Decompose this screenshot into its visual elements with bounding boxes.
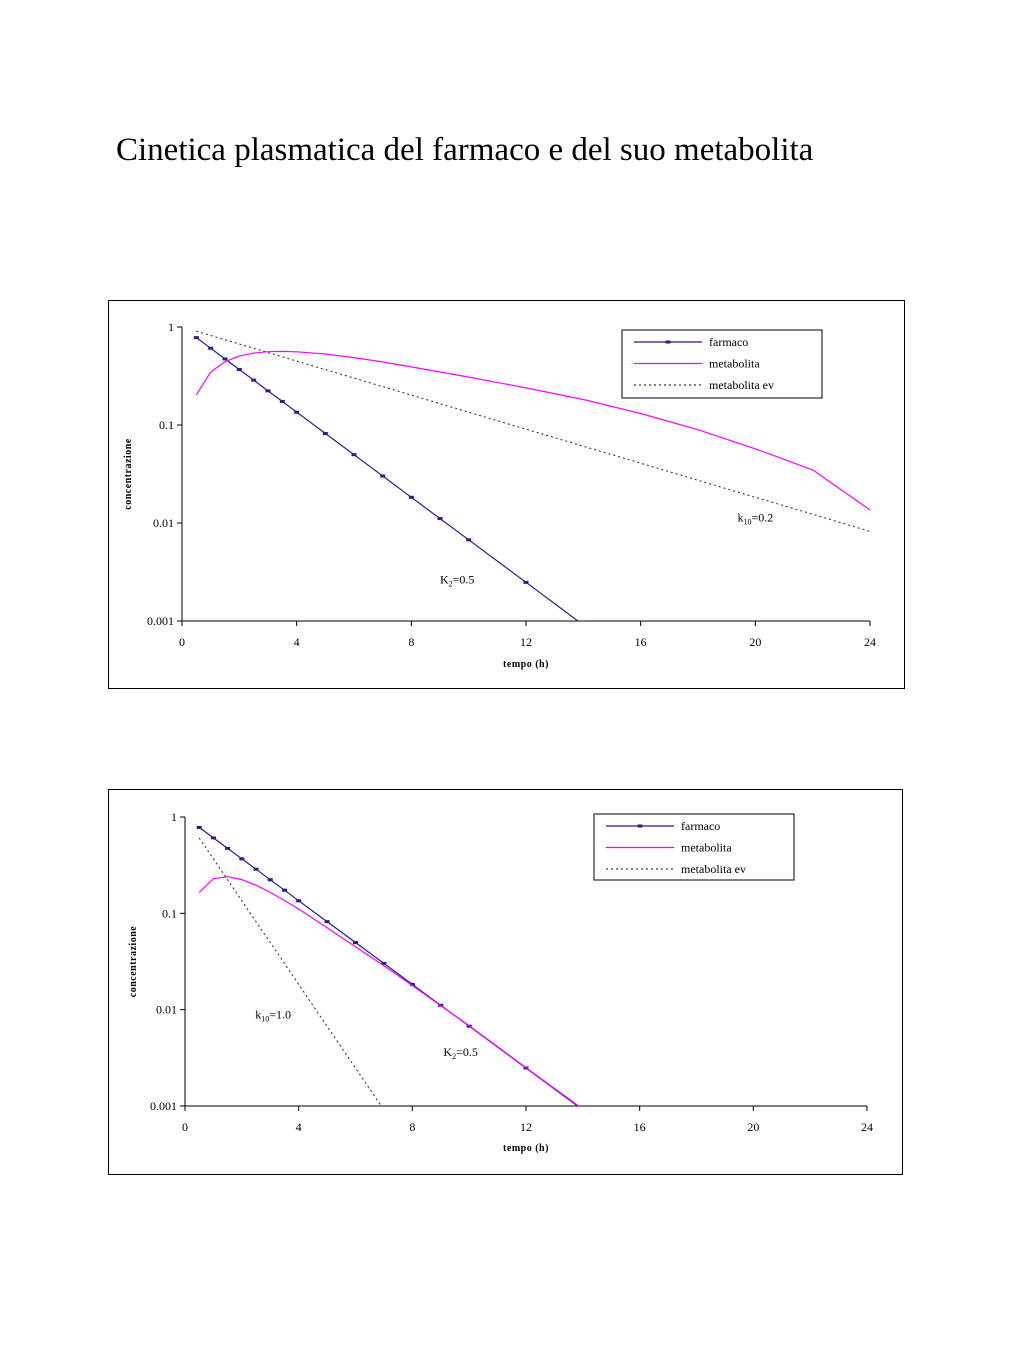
series-marker-farmaco [351,453,357,457]
x-tick-label: 16 [634,1120,646,1134]
series-marker-farmaco [193,336,199,340]
series-line-metabolita [198,876,580,1106]
series-marker-farmaco [353,941,358,945]
rate-annotation: k10=1.0 [255,1007,291,1023]
series-marker-farmaco [196,825,202,829]
series-marker-farmaco [408,495,414,499]
legend-label: metabolita ev [681,862,746,876]
y-tick-label: 0.01 [153,516,174,530]
annotation-subscript: 10 [261,1014,269,1023]
series-marker-farmaco [279,399,285,403]
y-tick-label: 0.001 [150,1099,177,1113]
x-tick-label: 4 [294,635,300,649]
chart-1-plot: 0 4 8 12 16 20 24 1 0.1 0.01 0.001 tempo (h) concent… [123,320,876,670]
annotation-symbol: K [440,573,449,587]
series-marker-farmaco [523,580,529,584]
legend-marker [665,340,671,344]
legend-label: metabolita [681,841,732,855]
rate-annotation: K2=0.5 [443,1045,477,1061]
legend-label: metabolita [709,357,760,371]
series-line-metabolita-ev [198,837,382,1106]
legend-label: farmaco [681,819,720,833]
y-tick-label: 0.01 [156,1003,177,1017]
x-tick-label: 20 [749,635,761,649]
series-marker-farmaco [437,517,443,521]
series-marker-farmaco [380,474,386,478]
series-marker-farmaco [253,867,259,871]
x-tick-label: 0 [182,1120,188,1134]
series-marker-farmaco [236,368,242,372]
annotation-value: =0.5 [456,1045,478,1059]
x-tick-label: 8 [409,1120,415,1134]
rate-annotation: K2=0.5 [440,573,474,589]
y-tick-label: 1 [168,320,174,334]
series-marker-farmaco [239,857,245,861]
series-marker-farmaco [222,357,228,361]
chart-2-frame: 0 4 8 12 16 20 24 1 0.1 0.01 0.001 tempo (h) concent… [108,789,903,1175]
series-marker-farmaco [225,846,231,850]
annotation-value: =1.0 [269,1007,291,1021]
annotation-value: =0.5 [453,573,475,587]
annotation-subscript: 2 [452,1052,456,1061]
series-line-metabolita [195,350,871,511]
series-marker-farmaco [294,410,300,414]
y-tick-label: 0.001 [147,614,174,628]
rate-annotation: k10=0.2 [737,511,773,527]
annotation-symbol: K [443,1045,452,1059]
series-line-farmaco [195,337,579,621]
legend-marker [637,824,643,828]
x-tick-label: 8 [408,635,414,649]
x-tick-label: 20 [747,1120,759,1134]
x-axis-title: tempo (h) [503,659,549,670]
legend-label: farmaco [709,335,748,349]
series-marker-farmaco [322,431,328,435]
x-tick-label: 16 [635,635,647,649]
series-marker-farmaco [210,836,216,840]
annotation-symbol: k [737,511,743,525]
series-marker-farmaco [208,346,214,350]
chart-2-plot: 0 4 8 12 16 20 24 1 0.1 0.01 0.001 tempo (h) concent… [128,810,873,1154]
x-tick-label: 4 [296,1120,302,1134]
x-axis-title: tempo (h) [503,1143,549,1154]
series-marker-farmaco [324,920,330,924]
series-marker-farmaco [409,982,415,986]
series-marker-farmaco [466,538,472,542]
annotation-symbol: k [255,1007,261,1021]
x-tick-label: 24 [864,635,876,649]
series-marker-farmaco [296,899,302,903]
y-tick-label: 0.1 [159,418,174,432]
series-marker-farmaco [281,888,287,892]
x-tick-label: 24 [861,1120,873,1134]
annotation-subscript: 2 [449,580,453,589]
series-marker-farmaco [381,961,387,965]
y-axis-title: concentrazione [128,926,139,997]
series-marker-farmaco [251,378,257,382]
legend-label: metabolita ev [709,378,774,392]
page-title: Cinetica plasmatica del farmaco e del su… [116,132,814,168]
x-tick-label: 12 [520,1120,532,1134]
series-marker-farmaco [267,878,273,882]
annotation-subscript: 10 [743,518,751,527]
y-axis-title: concentrazione [123,438,134,509]
chart-1-frame: 0 4 8 12 16 20 24 1 0.1 0.01 0.001 tempo (h) concent… [108,300,905,689]
x-tick-label: 0 [179,635,185,649]
annotation-value: =0.2 [751,511,773,525]
series-marker-farmaco [265,389,271,393]
x-tick-label: 12 [520,635,532,649]
y-tick-label: 1 [171,810,177,824]
y-tick-label: 0.1 [162,906,177,920]
